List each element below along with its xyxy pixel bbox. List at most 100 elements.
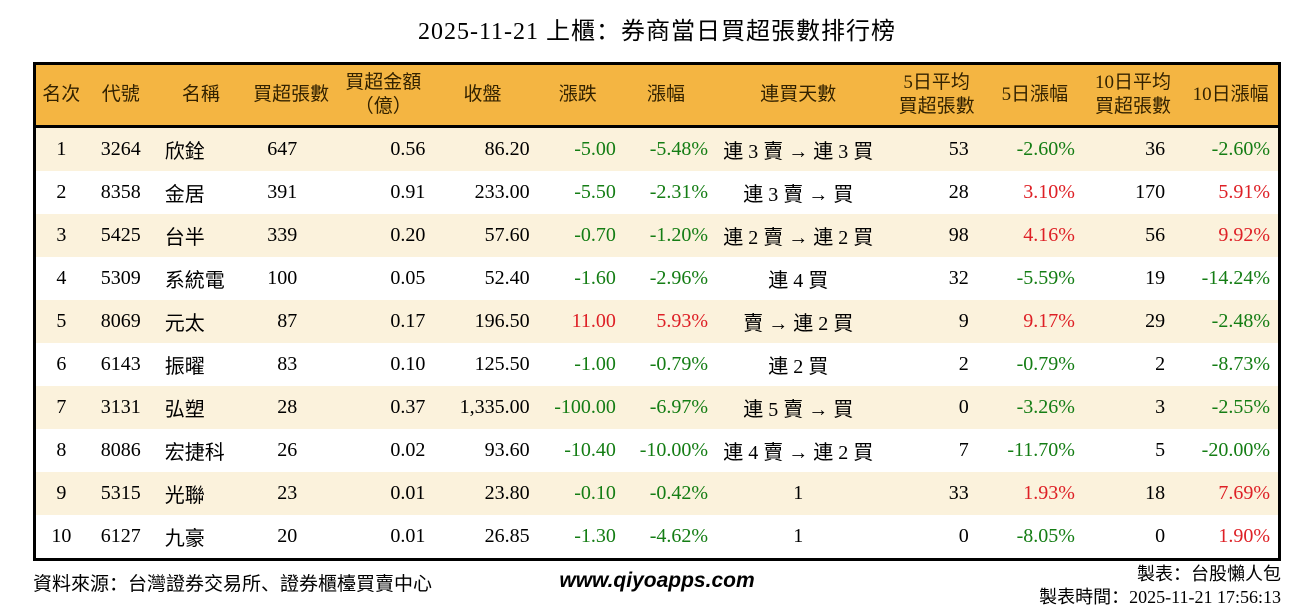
- cell-name: 弘塑: [164, 399, 205, 421]
- cell-buy-streak: 連 3 賣 → 買: [743, 184, 854, 206]
- cell-close: 196.50: [474, 310, 530, 332]
- table-row: 9 5315 光聯 23 0.01 23.80 -0.10 -0.42% 1 33 1.93% 18 7…: [34, 472, 1280, 515]
- cell-pct5: 4.16%: [1023, 224, 1075, 246]
- cell-change: -0.70: [574, 224, 616, 246]
- cell-change: -5.00: [574, 138, 616, 160]
- cell-rank: 10: [51, 525, 72, 547]
- cell-avg10-net-buy: 29: [1145, 310, 1166, 332]
- cell-avg10-net-buy: 3: [1155, 396, 1166, 418]
- cell-rank: 2: [56, 181, 67, 203]
- cell-rank: 7: [56, 396, 67, 418]
- cell-pct10: 1.90%: [1218, 525, 1270, 547]
- cell-net-buy-lots: 20: [277, 525, 298, 547]
- cell-avg10-net-buy: 0: [1155, 525, 1166, 547]
- cell-change-pct: -4.62%: [649, 525, 709, 547]
- cell-pct5: -5.59%: [1016, 267, 1075, 289]
- col-header-net-buy-lots: 買超張數: [247, 63, 336, 128]
- cell-net-buy-amount: 0.20: [390, 224, 426, 246]
- cell-pct5: -0.79%: [1016, 353, 1075, 375]
- cell-close: 26.85: [484, 525, 530, 547]
- cell-buy-streak: 連 5 賣 → 買: [743, 399, 854, 421]
- cell-close: 1,335.00: [459, 396, 530, 418]
- col-header-avg5-net-buy: 5日平均 買超張數: [886, 63, 987, 128]
- cell-code: 6143: [100, 353, 141, 375]
- cell-avg5-net-buy: 32: [948, 267, 969, 289]
- cell-avg10-net-buy: 36: [1145, 138, 1166, 160]
- data-source-label: 資料來源：台灣證券交易所、證券櫃檯買賣中心: [33, 574, 433, 595]
- cell-avg10-net-buy: 170: [1135, 181, 1166, 203]
- cell-change: -0.10: [574, 482, 616, 504]
- cell-pct5: -8.05%: [1016, 525, 1075, 547]
- cell-change-pct: -6.97%: [649, 396, 709, 418]
- cell-close: 86.20: [484, 138, 530, 160]
- cell-buy-streak: 連 2 買: [768, 356, 829, 378]
- cell-avg5-net-buy: 98: [948, 224, 969, 246]
- cell-net-buy-lots: 26: [277, 439, 298, 461]
- cell-close: 125.50: [474, 353, 530, 375]
- footer: 資料來源：台灣證券交易所、證券櫃檯買賣中心 www.qiyoapps.com 製…: [33, 561, 1281, 612]
- table-row: 8 8086 宏捷科 26 0.02 93.60 -10.40 -10.00% 連 4 賣 → …: [34, 429, 1280, 472]
- cell-buy-streak: 連 3 賣 → 連 3 買: [723, 141, 874, 163]
- cell-code: 5309: [100, 267, 141, 289]
- cell-net-buy-lots: 100: [267, 267, 298, 289]
- col-header-change: 漲跌: [533, 63, 622, 128]
- cell-net-buy-lots: 28: [277, 396, 298, 418]
- cell-pct5: -11.70%: [1007, 439, 1075, 461]
- cell-net-buy-amount: 0.37: [390, 396, 426, 418]
- cell-avg5-net-buy: 28: [948, 181, 969, 203]
- cell-change-pct: -2.31%: [649, 181, 709, 203]
- cell-name: 系統電: [164, 270, 225, 292]
- col-header-buy-streak: 連買天數: [710, 63, 887, 128]
- cell-pct10: 9.92%: [1218, 224, 1270, 246]
- cell-avg5-net-buy: 7: [958, 439, 969, 461]
- cell-name: 九豪: [164, 528, 205, 550]
- cell-net-buy-lots: 23: [277, 482, 298, 504]
- cell-change-pct: -5.48%: [649, 138, 709, 160]
- col-header-pct5: 5日漲幅: [986, 63, 1083, 128]
- cell-net-buy-amount: 0.56: [390, 138, 426, 160]
- generated-time-label: 製表時間：2025-11-21 17:56:13: [1039, 587, 1281, 607]
- cell-pct10: -20.00%: [1201, 439, 1270, 461]
- cell-close: 93.60: [484, 439, 530, 461]
- cell-change: -5.50: [574, 181, 616, 203]
- cell-change-pct: -1.20%: [649, 224, 709, 246]
- cell-pct5: 3.10%: [1023, 181, 1075, 203]
- cell-net-buy-lots: 87: [277, 310, 298, 332]
- cell-code: 3131: [100, 396, 141, 418]
- cell-net-buy-amount: 0.10: [390, 353, 426, 375]
- cell-close: 233.00: [474, 181, 530, 203]
- cell-change: 11.00: [571, 310, 616, 332]
- cell-net-buy-lots: 83: [277, 353, 298, 375]
- cell-code: 8358: [100, 181, 141, 203]
- cell-avg5-net-buy: 9: [958, 310, 969, 332]
- cell-change-pct: 5.93%: [656, 310, 709, 332]
- cell-pct10: 7.69%: [1218, 482, 1270, 504]
- cell-change-pct: -0.79%: [649, 353, 709, 375]
- col-header-close: 收盤: [431, 63, 534, 128]
- cell-pct5: -2.60%: [1016, 138, 1075, 160]
- cell-rank: 5: [56, 310, 67, 332]
- cell-change: -1.00: [574, 353, 616, 375]
- cell-pct10: -14.24%: [1201, 267, 1270, 289]
- cell-code: 3264: [100, 138, 141, 160]
- cell-avg10-net-buy: 18: [1145, 482, 1166, 504]
- cell-avg5-net-buy: 33: [948, 482, 969, 504]
- col-header-change-pct: 漲幅: [621, 63, 711, 128]
- cell-avg5-net-buy: 0: [958, 396, 969, 418]
- cell-rank: 6: [56, 353, 67, 375]
- table-row: 10 6127 九豪 20 0.01 26.85 -1.30 -4.62% 1 0 -8.05% 0 1…: [34, 515, 1280, 560]
- table-row: 7 3131 弘塑 28 0.37 1,335.00 -100.00 -6.97% 連 5 賣 …: [34, 386, 1280, 429]
- table-row: 5 8069 元太 87 0.17 196.50 11.00 5.93% 賣 → 連 2 買 9 9…: [34, 300, 1280, 343]
- cell-buy-streak: 連 2 賣 → 連 2 買: [723, 227, 874, 249]
- cell-avg10-net-buy: 5: [1155, 439, 1166, 461]
- cell-net-buy-amount: 0.05: [390, 267, 426, 289]
- table-row: 6 6143 振曜 83 0.10 125.50 -1.00 -0.79% 連 2 買 2 -0.7…: [34, 343, 1280, 386]
- table-row: 1 3264 欣銓 647 0.56 86.20 -5.00 -5.48% 連 3 賣 → 連 …: [34, 126, 1280, 171]
- table-body: 1 3264 欣銓 647 0.56 86.20 -5.00 -5.48% 連 3 賣 → 連 …: [34, 126, 1280, 560]
- cell-net-buy-amount: 0.17: [390, 310, 426, 332]
- cell-net-buy-amount: 0.91: [390, 181, 426, 203]
- cell-rank: 9: [56, 482, 67, 504]
- website-text: www.qiyoapps.com: [559, 569, 755, 592]
- table-header: 名次 代號 名稱 買超張數 買超金額 （億） 收盤 漲跌 漲幅 連買天數 5日平均 買超張數 5日漲…: [34, 63, 1280, 128]
